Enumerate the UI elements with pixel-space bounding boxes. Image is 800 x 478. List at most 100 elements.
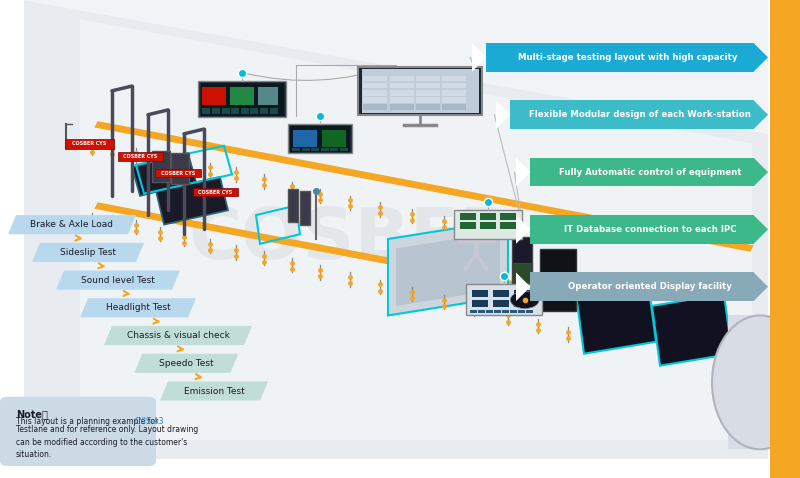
Polygon shape xyxy=(8,215,136,234)
FancyBboxPatch shape xyxy=(416,76,440,81)
Text: COSBER: COSBER xyxy=(189,205,515,273)
FancyBboxPatch shape xyxy=(470,310,477,313)
FancyBboxPatch shape xyxy=(288,124,352,153)
FancyBboxPatch shape xyxy=(493,300,509,307)
FancyBboxPatch shape xyxy=(526,310,533,313)
FancyBboxPatch shape xyxy=(222,108,230,114)
FancyBboxPatch shape xyxy=(478,310,485,313)
Text: Brake & Axle Load: Brake & Axle Load xyxy=(30,220,114,229)
FancyBboxPatch shape xyxy=(302,148,310,151)
FancyBboxPatch shape xyxy=(442,90,466,96)
Polygon shape xyxy=(530,215,754,244)
Polygon shape xyxy=(156,177,228,225)
Polygon shape xyxy=(104,326,252,345)
Polygon shape xyxy=(516,215,530,244)
FancyBboxPatch shape xyxy=(541,272,574,290)
Text: Flexible Modular design of each Work-station: Flexible Modular design of each Work-sta… xyxy=(529,110,751,119)
FancyBboxPatch shape xyxy=(416,97,440,103)
FancyBboxPatch shape xyxy=(466,284,542,315)
FancyBboxPatch shape xyxy=(322,130,346,147)
FancyBboxPatch shape xyxy=(258,87,278,105)
FancyBboxPatch shape xyxy=(454,210,522,239)
Polygon shape xyxy=(496,100,510,129)
FancyBboxPatch shape xyxy=(340,148,348,151)
FancyBboxPatch shape xyxy=(241,108,249,114)
FancyBboxPatch shape xyxy=(390,90,414,96)
FancyBboxPatch shape xyxy=(290,126,350,152)
Polygon shape xyxy=(80,19,752,440)
FancyBboxPatch shape xyxy=(510,310,517,313)
FancyBboxPatch shape xyxy=(193,188,238,196)
FancyBboxPatch shape xyxy=(362,69,479,113)
Text: COSBER CYS: COSBER CYS xyxy=(73,141,106,146)
Polygon shape xyxy=(160,381,268,401)
FancyBboxPatch shape xyxy=(292,148,300,151)
FancyBboxPatch shape xyxy=(728,315,776,449)
FancyBboxPatch shape xyxy=(502,310,509,313)
FancyBboxPatch shape xyxy=(442,76,466,81)
Polygon shape xyxy=(530,272,754,301)
Polygon shape xyxy=(94,121,754,252)
Text: Speedo Test: Speedo Test xyxy=(159,359,214,368)
FancyBboxPatch shape xyxy=(416,83,440,88)
Ellipse shape xyxy=(712,315,800,449)
Polygon shape xyxy=(134,354,238,373)
Text: Sound level Test: Sound level Test xyxy=(81,276,155,284)
Text: Headlight Test: Headlight Test xyxy=(106,304,170,312)
FancyBboxPatch shape xyxy=(171,153,189,184)
FancyBboxPatch shape xyxy=(460,213,476,220)
Polygon shape xyxy=(576,282,656,354)
FancyBboxPatch shape xyxy=(472,300,488,307)
FancyBboxPatch shape xyxy=(202,108,210,114)
Polygon shape xyxy=(516,272,530,301)
FancyBboxPatch shape xyxy=(198,81,286,117)
Text: Multi-stage testing layout with high capacity: Multi-stage testing layout with high cap… xyxy=(518,53,738,62)
Text: Sideslip Test: Sideslip Test xyxy=(60,248,116,257)
FancyBboxPatch shape xyxy=(363,76,387,81)
FancyBboxPatch shape xyxy=(500,213,516,220)
Polygon shape xyxy=(530,158,754,186)
FancyBboxPatch shape xyxy=(155,169,201,177)
Text: COSBER CYS: COSBER CYS xyxy=(161,171,195,175)
FancyBboxPatch shape xyxy=(231,108,239,114)
FancyBboxPatch shape xyxy=(330,148,338,151)
FancyBboxPatch shape xyxy=(288,189,298,222)
Polygon shape xyxy=(388,220,508,315)
Polygon shape xyxy=(754,272,768,301)
FancyBboxPatch shape xyxy=(118,152,163,161)
FancyBboxPatch shape xyxy=(416,104,440,110)
FancyBboxPatch shape xyxy=(480,213,496,220)
FancyBboxPatch shape xyxy=(363,97,387,103)
Polygon shape xyxy=(486,43,754,72)
Text: Chassis & visual check: Chassis & visual check xyxy=(126,331,230,340)
FancyBboxPatch shape xyxy=(390,104,414,110)
FancyBboxPatch shape xyxy=(230,87,254,105)
FancyBboxPatch shape xyxy=(442,83,466,88)
FancyBboxPatch shape xyxy=(363,90,387,96)
Circle shape xyxy=(466,221,486,233)
Polygon shape xyxy=(80,298,196,317)
FancyBboxPatch shape xyxy=(540,249,576,311)
FancyBboxPatch shape xyxy=(442,97,466,103)
Text: IT Database connection to each IPC: IT Database connection to each IPC xyxy=(564,225,736,234)
Polygon shape xyxy=(754,100,768,129)
FancyBboxPatch shape xyxy=(514,290,530,297)
Text: Emission Test: Emission Test xyxy=(184,387,244,395)
FancyBboxPatch shape xyxy=(770,0,800,478)
FancyBboxPatch shape xyxy=(202,87,226,105)
FancyBboxPatch shape xyxy=(518,310,525,313)
FancyBboxPatch shape xyxy=(358,67,482,115)
Text: Fully Automatic control of equipment: Fully Automatic control of equipment xyxy=(558,168,742,176)
Polygon shape xyxy=(652,294,732,366)
FancyBboxPatch shape xyxy=(363,104,387,110)
Polygon shape xyxy=(56,271,180,290)
Polygon shape xyxy=(516,158,530,186)
FancyBboxPatch shape xyxy=(293,130,317,147)
FancyBboxPatch shape xyxy=(212,108,220,114)
FancyBboxPatch shape xyxy=(512,237,532,289)
FancyBboxPatch shape xyxy=(65,139,114,149)
FancyBboxPatch shape xyxy=(363,83,387,88)
Text: Operator oriented Display facility: Operator oriented Display facility xyxy=(568,282,732,291)
FancyBboxPatch shape xyxy=(300,191,310,225)
Text: COSBER CYS: COSBER CYS xyxy=(123,154,158,159)
